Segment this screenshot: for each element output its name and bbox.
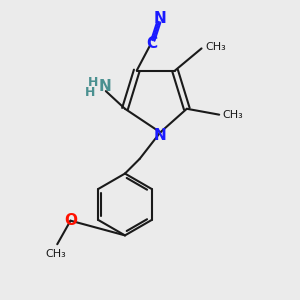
Text: C: C [146, 36, 157, 51]
Text: H: H [87, 76, 98, 89]
Text: CH₃: CH₃ [45, 249, 66, 259]
Text: N: N [99, 79, 112, 94]
Text: N: N [154, 11, 167, 26]
Text: O: O [64, 213, 77, 228]
Text: CH₃: CH₃ [223, 110, 244, 120]
Text: H: H [85, 86, 95, 99]
Text: CH₃: CH₃ [205, 42, 226, 52]
Text: N: N [154, 128, 167, 143]
